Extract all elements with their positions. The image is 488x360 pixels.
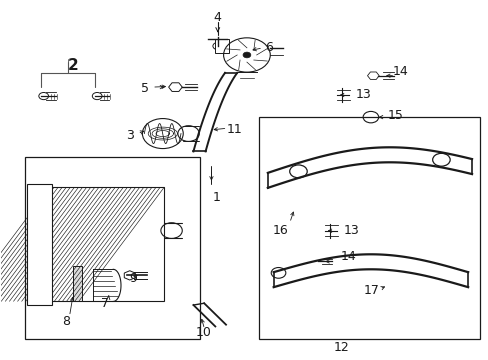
Bar — [25, 157, 200, 339]
Text: 6: 6 — [264, 41, 272, 54]
Circle shape — [243, 52, 250, 58]
Text: 3: 3 — [126, 129, 134, 142]
Text: 14: 14 — [341, 250, 356, 263]
Text: 14: 14 — [391, 64, 407, 77]
Text: 5: 5 — [141, 82, 148, 95]
Text: 11: 11 — [226, 123, 242, 136]
Bar — [259, 117, 479, 339]
Text: 16: 16 — [272, 224, 288, 237]
Text: 13: 13 — [355, 88, 371, 101]
Text: 12: 12 — [333, 341, 349, 354]
Text: 9: 9 — [129, 272, 137, 285]
Text: 7: 7 — [101, 297, 109, 310]
Bar — [215, 39, 228, 53]
Bar — [50, 187, 164, 301]
Bar — [27, 184, 52, 305]
Text: 1: 1 — [212, 192, 220, 204]
Bar — [73, 266, 81, 301]
Text: 17: 17 — [363, 284, 379, 297]
Text: 8: 8 — [62, 315, 70, 328]
Text: 10: 10 — [195, 327, 211, 339]
Text: 15: 15 — [386, 109, 402, 122]
Text: 13: 13 — [343, 224, 359, 237]
Text: 4: 4 — [213, 11, 221, 24]
Text: 2: 2 — [68, 58, 79, 73]
